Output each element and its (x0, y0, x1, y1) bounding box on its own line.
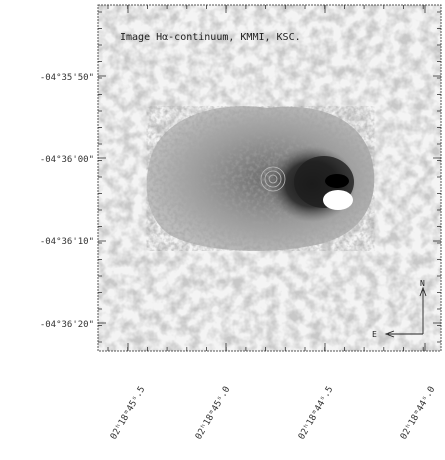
bright-source (323, 174, 353, 210)
image-panel (98, 5, 441, 351)
x-tick-label: 02ʰ18ᵐ44ˢ.5 (297, 385, 335, 442)
figure-title: Image Hα-continuum, KMMI, KSC. (120, 32, 301, 43)
x-tick-label: 02ʰ18ᵐ45ˢ.5 (109, 385, 147, 442)
plot-frame (97, 4, 442, 352)
x-axis-labels: 02ʰ18ᵐ45ˢ.5 02ʰ18ᵐ45ˢ.0 02ʰ18ᵐ44ˢ.5 02ʰ1… (109, 385, 437, 442)
y-axis-labels: -04°35'50" -04°36'00" -04°36'10" -04°36'… (40, 73, 94, 330)
contour-circles (260, 166, 286, 192)
y-tick-label: -04°36'00" (40, 155, 94, 165)
x-tick-label: 02ʰ18ᵐ45ˢ.0 (194, 385, 232, 442)
y-tick-label: -04°36'20" (40, 320, 94, 330)
y-tick-label: -04°35'50" (40, 73, 94, 83)
east-label: E (372, 330, 377, 339)
compass: E N (372, 279, 427, 339)
y-tick-label: -04°36'10" (40, 237, 94, 247)
north-label: N (420, 279, 425, 288)
axis-ticks (98, 5, 441, 351)
x-tick-label: 02ʰ18ᵐ44ˢ.0 (399, 385, 437, 442)
